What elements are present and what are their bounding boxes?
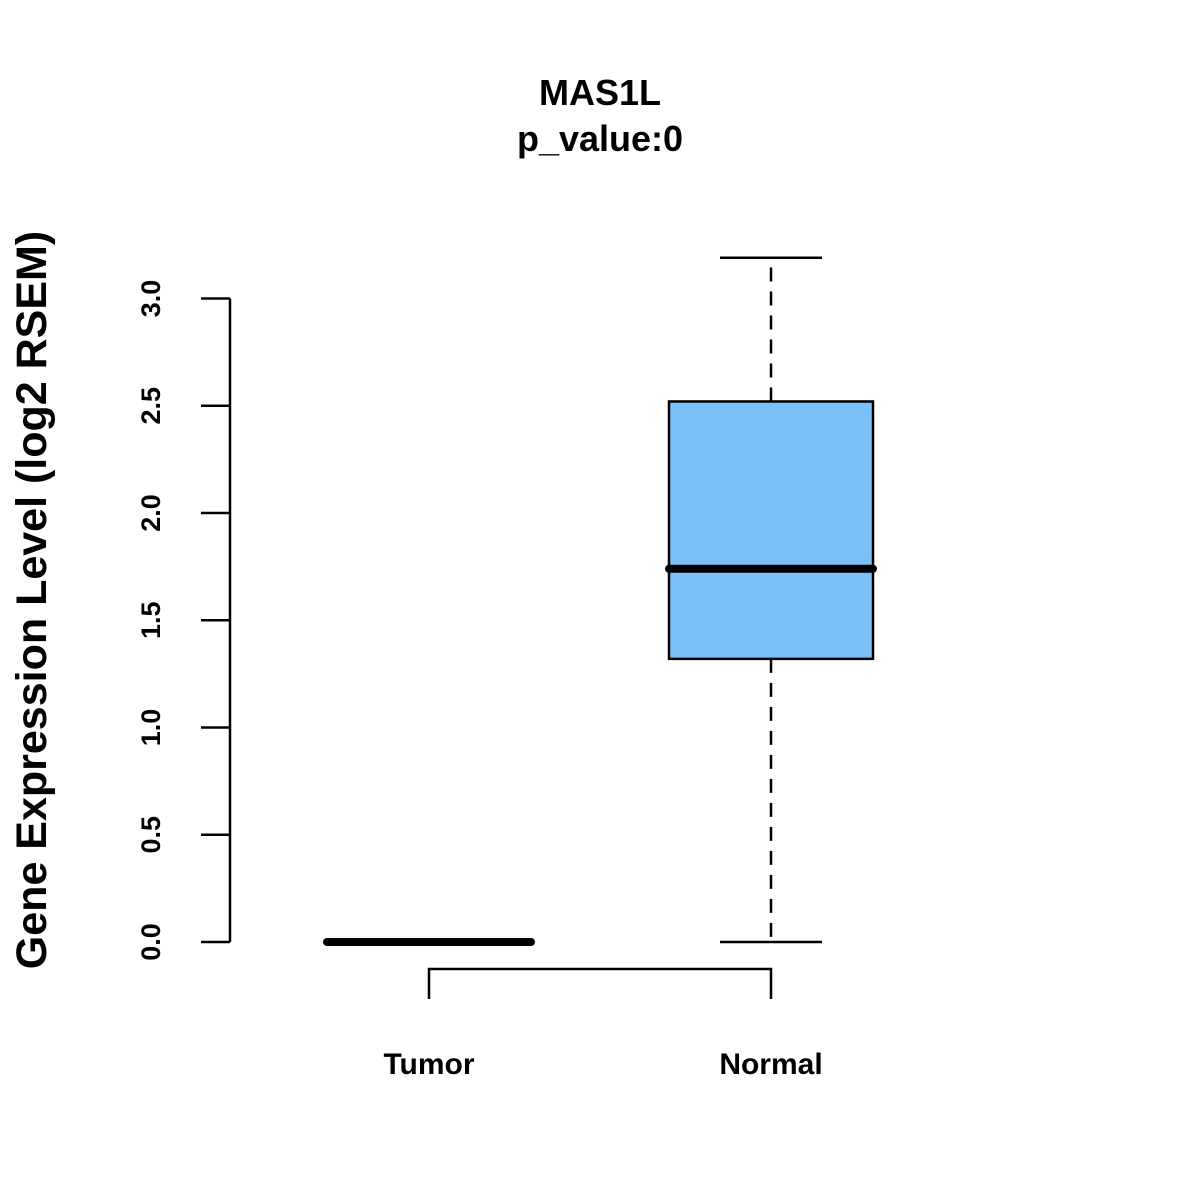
y-axis: 0.0 0.5 1.0 1.5 2.0 2.5 3.0 [136,280,232,961]
x-label-tumor: Tumor [383,1048,474,1081]
box-normal [665,256,877,944]
x-label-normal: Normal [719,1048,822,1081]
y-tick-label: 3.0 [136,280,166,318]
y-tick-label: 2.5 [136,387,166,425]
y-tick-label: 2.0 [136,494,166,532]
box-body [667,400,875,661]
y-axis-label: Gene Expression Level (log2 RSEM) [8,231,56,969]
y-tick-label: 0.5 [136,816,166,854]
bracket-line [427,967,773,999]
chart-subtitle: p_value:0 [517,118,683,159]
y-tick-label: 1.0 [136,709,166,747]
x-axis-labels: Tumor Normal [383,1048,822,1081]
chart-title: MAS1L [539,72,661,113]
y-tick-label: 1.5 [136,601,166,639]
boxes [323,256,877,946]
group-bracket [427,967,773,999]
y-tick-label: 0.0 [136,923,166,961]
